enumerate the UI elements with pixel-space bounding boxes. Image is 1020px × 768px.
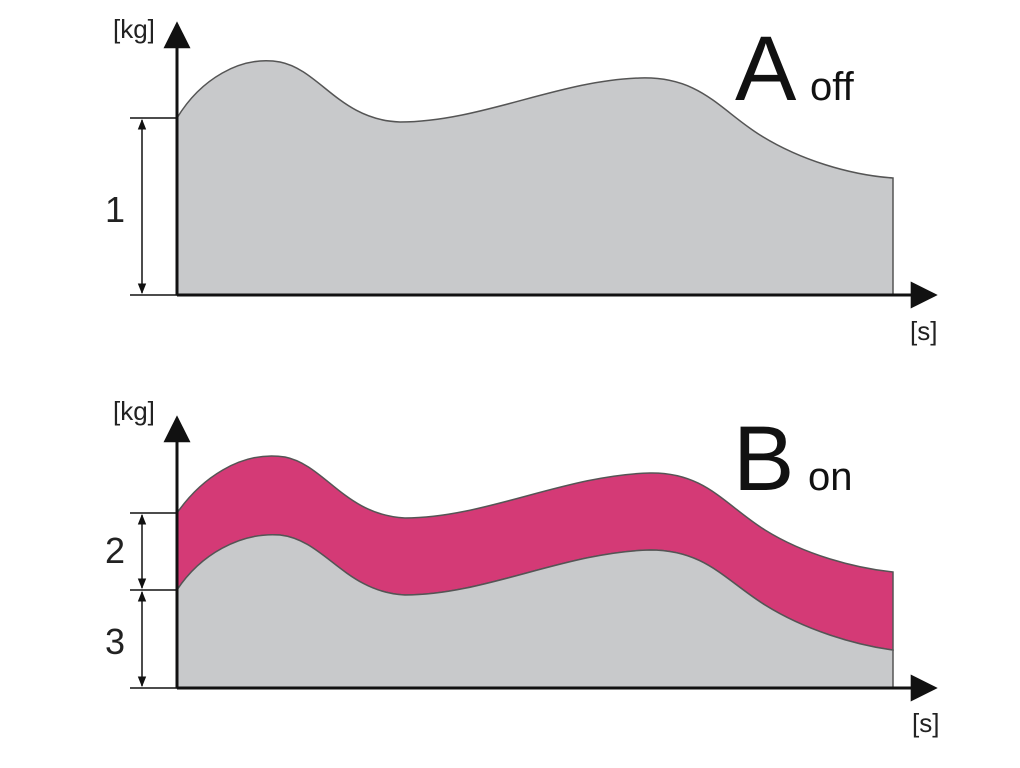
x-axis-label: [s]: [910, 316, 937, 346]
dimension-label: 2: [105, 530, 125, 571]
y-axis-label: [kg]: [113, 14, 155, 44]
dimension-label: 3: [105, 621, 125, 662]
panel-state: on: [808, 455, 853, 499]
panel-state: off: [810, 65, 855, 109]
load-area: [176, 534, 894, 689]
x-axis-label: [s]: [912, 708, 939, 738]
panel-letter: A: [735, 18, 797, 120]
load-area: [176, 60, 894, 296]
panel-letter: B: [733, 408, 794, 510]
panel-a: [kg] [s] 1 A off: [105, 14, 938, 346]
panel-b: [kg] [s] 2 3 B on: [105, 396, 939, 738]
y-axis-label: [kg]: [113, 396, 155, 426]
dimension-label: 1: [105, 189, 125, 230]
